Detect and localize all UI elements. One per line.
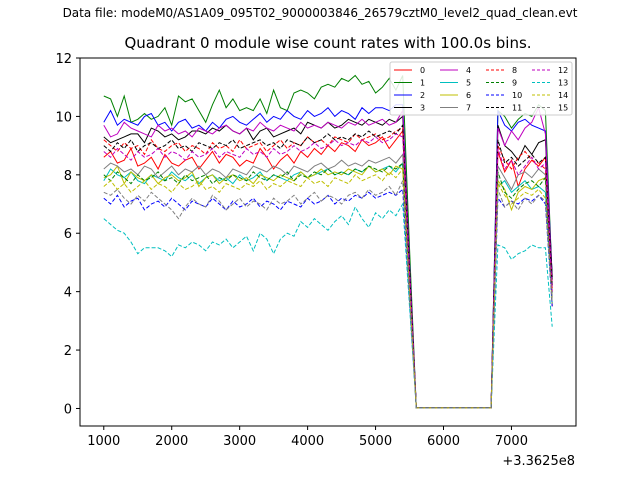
legend-label-4: 4 bbox=[466, 66, 471, 75]
legend-label-14: 14 bbox=[558, 91, 568, 100]
series-line-8 bbox=[103, 127, 553, 409]
x-tick-label: 6000 bbox=[427, 434, 460, 449]
series-line-12 bbox=[103, 133, 553, 409]
x-tick-label: 2000 bbox=[155, 434, 188, 449]
series-line-2 bbox=[103, 104, 553, 409]
y-tick-label: 0 bbox=[64, 402, 72, 417]
y-tick-label: 8 bbox=[64, 169, 72, 184]
legend-label-6: 6 bbox=[466, 91, 471, 100]
legend-label-8: 8 bbox=[512, 66, 517, 75]
y-tick-label: 6 bbox=[64, 227, 72, 242]
series-line-11 bbox=[103, 123, 553, 409]
x-tick-label: 4000 bbox=[291, 434, 324, 449]
x-tick-label: 1000 bbox=[87, 434, 120, 449]
x-offset-label: +3.3625e8 bbox=[502, 454, 575, 469]
y-tick-label: 2 bbox=[64, 344, 72, 359]
series-line-3 bbox=[103, 115, 553, 409]
y-tick-label: 10 bbox=[55, 110, 72, 125]
x-tick-label: 7000 bbox=[495, 434, 528, 449]
file-label: Data file: modeM0/AS1A09_095T02_90000038… bbox=[62, 6, 578, 20]
legend-label-2: 2 bbox=[420, 91, 425, 100]
legend-label-5: 5 bbox=[466, 79, 471, 88]
series-line-7 bbox=[103, 153, 553, 409]
legend-label-9: 9 bbox=[512, 79, 517, 88]
legend-label-1: 1 bbox=[420, 79, 425, 88]
series-line-10 bbox=[103, 188, 553, 409]
series-line-1 bbox=[103, 74, 553, 409]
plot-frame bbox=[79, 57, 577, 427]
legend-label-12: 12 bbox=[558, 66, 568, 75]
series-line-15 bbox=[103, 180, 553, 409]
y-tick-label: 12 bbox=[55, 52, 72, 67]
legend-label-7: 7 bbox=[466, 104, 471, 113]
chart-title: Quadrant 0 module wise count rates with … bbox=[124, 34, 532, 52]
legend-label-10: 10 bbox=[512, 91, 522, 100]
legend-label-3: 3 bbox=[420, 104, 425, 113]
series-line-14 bbox=[103, 167, 553, 409]
legend-label-0: 0 bbox=[420, 66, 425, 75]
legend-box bbox=[389, 61, 573, 116]
series-line-4 bbox=[103, 106, 553, 409]
legend-label-15: 15 bbox=[558, 104, 568, 113]
y-tick-label: 4 bbox=[64, 286, 72, 301]
series-line-6 bbox=[103, 165, 553, 409]
x-tick-label: 5000 bbox=[359, 434, 392, 449]
legend-label-11: 11 bbox=[512, 104, 522, 113]
x-tick-label: 3000 bbox=[223, 434, 256, 449]
series-line-13 bbox=[103, 202, 553, 409]
series-layer bbox=[103, 74, 553, 409]
legend-label-13: 13 bbox=[558, 79, 568, 88]
